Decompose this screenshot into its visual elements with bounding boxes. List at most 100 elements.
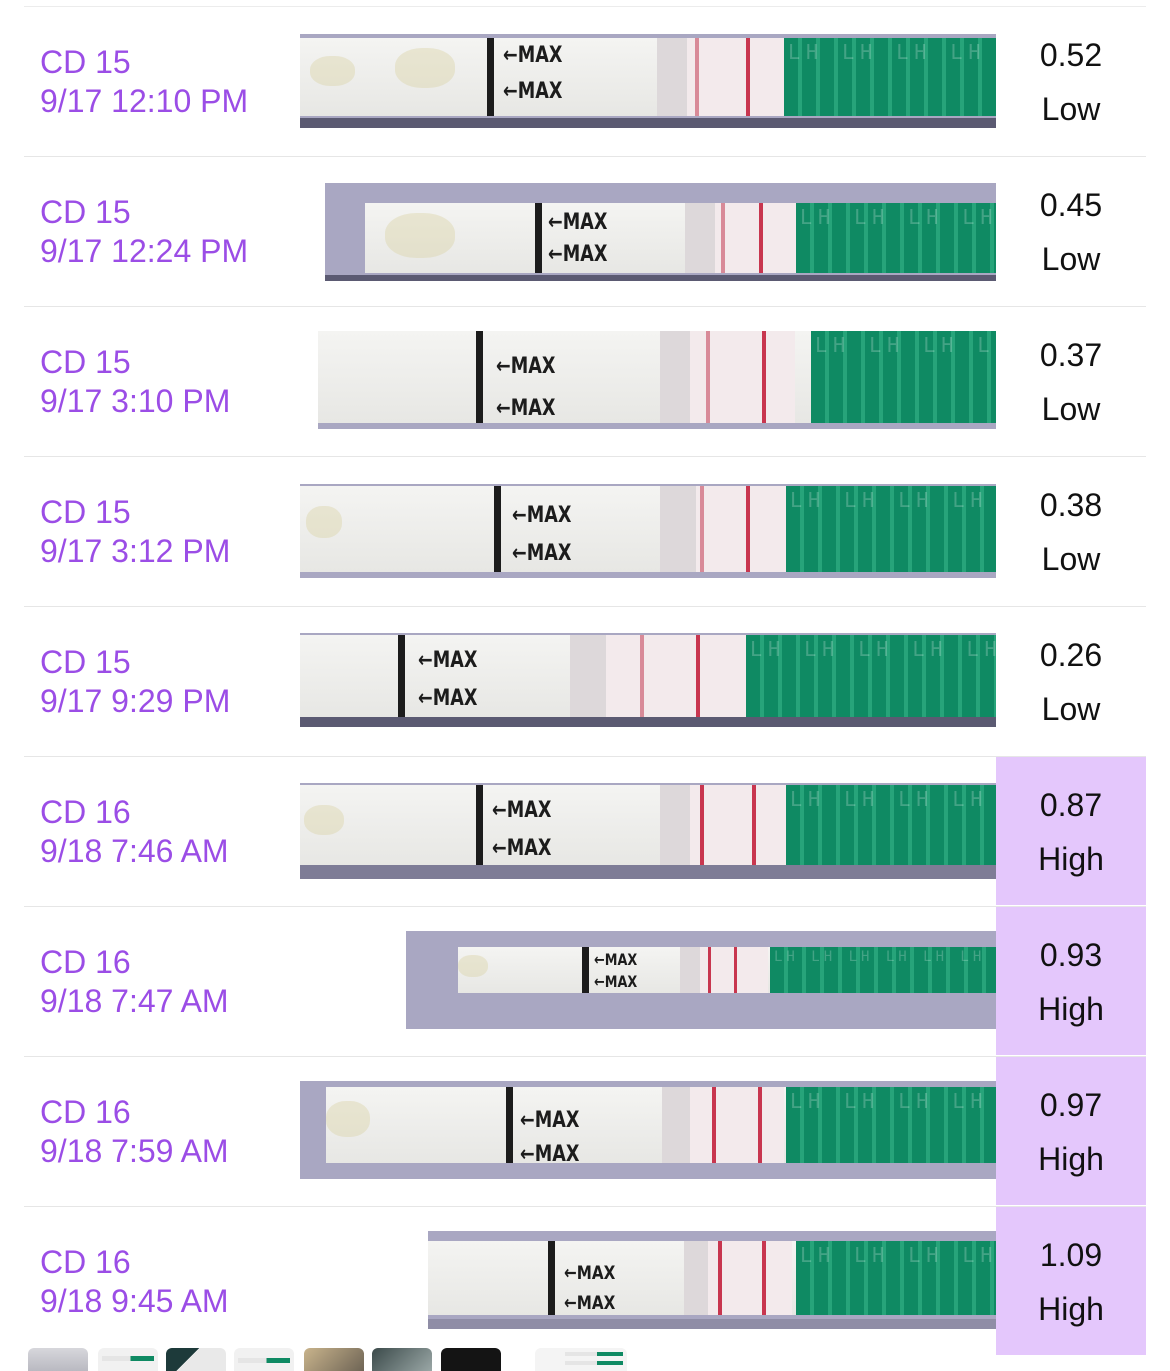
sample-stain: [395, 48, 455, 88]
reading-level: Low: [1041, 391, 1101, 427]
thumbnail[interactable]: [372, 1348, 432, 1371]
list-item[interactable]: CD 15 9/17 3:10 PM ←MAX ←MAX LH LH LH LH…: [0, 307, 1170, 457]
max-label: ←MAX: [512, 541, 572, 566]
list-item[interactable]: CD 16 9/18 7:59 AM ←MAX ←MAX LH LH LH LH…: [0, 1057, 1170, 1207]
sample-pad: [657, 38, 687, 116]
reading-label: CD 15 9/17 9:29 PM: [40, 643, 230, 721]
cycle-day: CD 15: [40, 644, 131, 680]
sample-stain: [304, 805, 344, 835]
strip-handle: LH LH LH LH LH LH: [796, 203, 996, 273]
cycle-day: CD 16: [40, 944, 131, 980]
max-line: [548, 1241, 555, 1315]
thumbnail[interactable]: [98, 1348, 158, 1371]
thumbnail-strip-mini: [565, 1352, 623, 1356]
thumbnail[interactable]: [234, 1348, 294, 1371]
thumbnail[interactable]: [304, 1348, 364, 1371]
reading-datetime: 9/18 7:47 AM: [40, 983, 229, 1019]
sample-stain: [385, 213, 455, 258]
max-label: ←MAX: [503, 43, 563, 68]
reading-datetime: 9/18 7:59 AM: [40, 1133, 229, 1169]
strip-handle-text: LH LH LH LH LH LH: [815, 333, 996, 357]
max-label: ←MAX: [503, 79, 563, 104]
max-line: [494, 486, 501, 572]
reading-result: 0.87 High: [996, 757, 1146, 905]
strip-handle-text: LH LH LH LH LH LH: [790, 1089, 996, 1113]
sample-stain: [326, 1101, 370, 1137]
thumbnail[interactable]: [166, 1348, 226, 1371]
test-strip-photo[interactable]: ←MAX ←MAX LH LH LH LH LH LH: [318, 331, 996, 429]
max-label: ←MAX: [418, 648, 478, 673]
thumbnail[interactable]: [441, 1348, 501, 1371]
reading-result: 0.38 Low: [996, 457, 1146, 607]
result-window: [690, 785, 786, 865]
test-strip-photo[interactable]: ←MAX ←MAX LH LH LH LH LH LH: [406, 931, 996, 1029]
control-line: [721, 203, 725, 273]
cycle-day: CD 15: [40, 494, 131, 530]
sample-pad: [685, 203, 715, 273]
list-item[interactable]: CD 15 9/17 12:10 PM ←MAX ←MAX LH LH LH L…: [0, 7, 1170, 157]
max-line: [398, 635, 405, 717]
max-label: ←MAX: [520, 1108, 580, 1133]
test-result-list: CD 15 9/17 12:10 PM ←MAX ←MAX LH LH LH L…: [0, 7, 1170, 1357]
max-label: ←MAX: [520, 1142, 580, 1167]
sample-pad: [660, 331, 690, 423]
test-line: [758, 1087, 762, 1163]
max-label: ←MAX: [512, 503, 572, 528]
list-item[interactable]: CD 16 9/18 9:45 AM ←MAX ←MAX LH LH LH LH…: [0, 1207, 1170, 1357]
sample-stain: [310, 56, 355, 86]
reading-result: 0.45 Low: [996, 157, 1146, 307]
reading-value: 0.97: [1039, 1087, 1103, 1123]
sample-pad: [660, 486, 696, 572]
cycle-day: CD 15: [40, 44, 131, 80]
strip-handle: LH LH LH LH LH LH: [786, 486, 996, 572]
thumbnail[interactable]: [535, 1348, 627, 1371]
cycle-day: CD 16: [40, 1244, 131, 1280]
thumbnail-strip: [0, 1346, 1170, 1371]
list-item[interactable]: CD 16 9/18 7:46 AM ←MAX ←MAX LH LH LH LH…: [0, 757, 1170, 907]
reading-label: CD 16 9/18 7:46 AM: [40, 793, 229, 871]
reading-datetime: 9/17 3:12 PM: [40, 533, 231, 569]
reading-datetime: 9/17 9:29 PM: [40, 683, 231, 719]
packaging-print: [300, 865, 996, 879]
max-label: ←MAX: [564, 1262, 616, 1284]
list-item[interactable]: CD 16 9/18 7:47 AM ←MAX ←MAX LH LH LH LH…: [0, 907, 1170, 1057]
max-label: ←MAX: [594, 950, 638, 969]
test-strip: ←MAX ←MAX LH LH LH LH LH LH: [318, 331, 996, 423]
sample-pad: [684, 1241, 708, 1315]
reading-datetime: 9/18 7:46 AM: [40, 833, 229, 869]
strip-handle-text: LH LH LH LH LH LH: [800, 1243, 996, 1267]
strip-handle: LH LH LH LH LH LH: [784, 38, 996, 116]
list-item[interactable]: CD 15 9/17 9:29 PM ←MAX ←MAX LH LH LH LH…: [0, 607, 1170, 757]
test-strip-photo[interactable]: ←MAX ←MAX LH LH LH LH LH LH: [428, 1231, 996, 1329]
reading-label: CD 15 9/17 12:24 PM: [40, 193, 248, 271]
test-strip-photo[interactable]: ←MAX ←MAX LH LH LH LH LH LH: [300, 783, 996, 879]
test-strip: ←MAX ←MAX LH LH LH LH LH LH: [300, 486, 996, 572]
test-strip: ←MAX ←MAX LH LH LH LH LH LH: [300, 38, 996, 116]
list-item[interactable]: CD 15 9/17 3:12 PM ←MAX ←MAX LH LH LH LH…: [0, 457, 1170, 607]
sample-pad: [680, 947, 700, 993]
test-strip-photo[interactable]: ←MAX ←MAX LH LH LH LH LH LH: [300, 34, 996, 128]
max-label: ←MAX: [496, 396, 556, 421]
list-item[interactable]: CD 15 9/17 12:24 PM ←MAX ←MAX LH LH LH L…: [0, 157, 1170, 307]
reading-level: Low: [1041, 241, 1101, 277]
reading-datetime: 9/18 9:45 AM: [40, 1283, 229, 1319]
test-strip-photo[interactable]: ←MAX ←MAX LH LH LH LH LH LH: [300, 633, 996, 727]
reading-result: 0.37 Low: [996, 307, 1146, 457]
test-line: [746, 486, 750, 572]
test-strip-photo[interactable]: ←MAX ←MAX LH LH LH LH LH LH: [300, 1081, 996, 1179]
reading-level: High: [1038, 1291, 1104, 1327]
sample-pad: [570, 635, 606, 717]
test-line: [734, 947, 737, 993]
thumbnail[interactable]: [28, 1348, 88, 1371]
test-line: [762, 331, 766, 423]
max-line: [487, 38, 494, 116]
reading-value: 0.37: [1039, 337, 1103, 373]
max-line: [582, 947, 589, 993]
strip-handle: LH LH LH LH LH LH: [811, 331, 996, 423]
strip-handle: LH LH LH LH LH LH: [746, 635, 996, 717]
test-strip-photo[interactable]: ←MAX ←MAX LH LH LH LH LH LH: [300, 484, 996, 578]
strip-handle: LH LH LH LH LH LH: [796, 1241, 996, 1315]
test-strip-photo[interactable]: ←MAX ←MAX LH LH LH LH LH LH: [325, 183, 996, 281]
sample-stain: [306, 506, 342, 538]
sample-pad: [660, 785, 690, 865]
